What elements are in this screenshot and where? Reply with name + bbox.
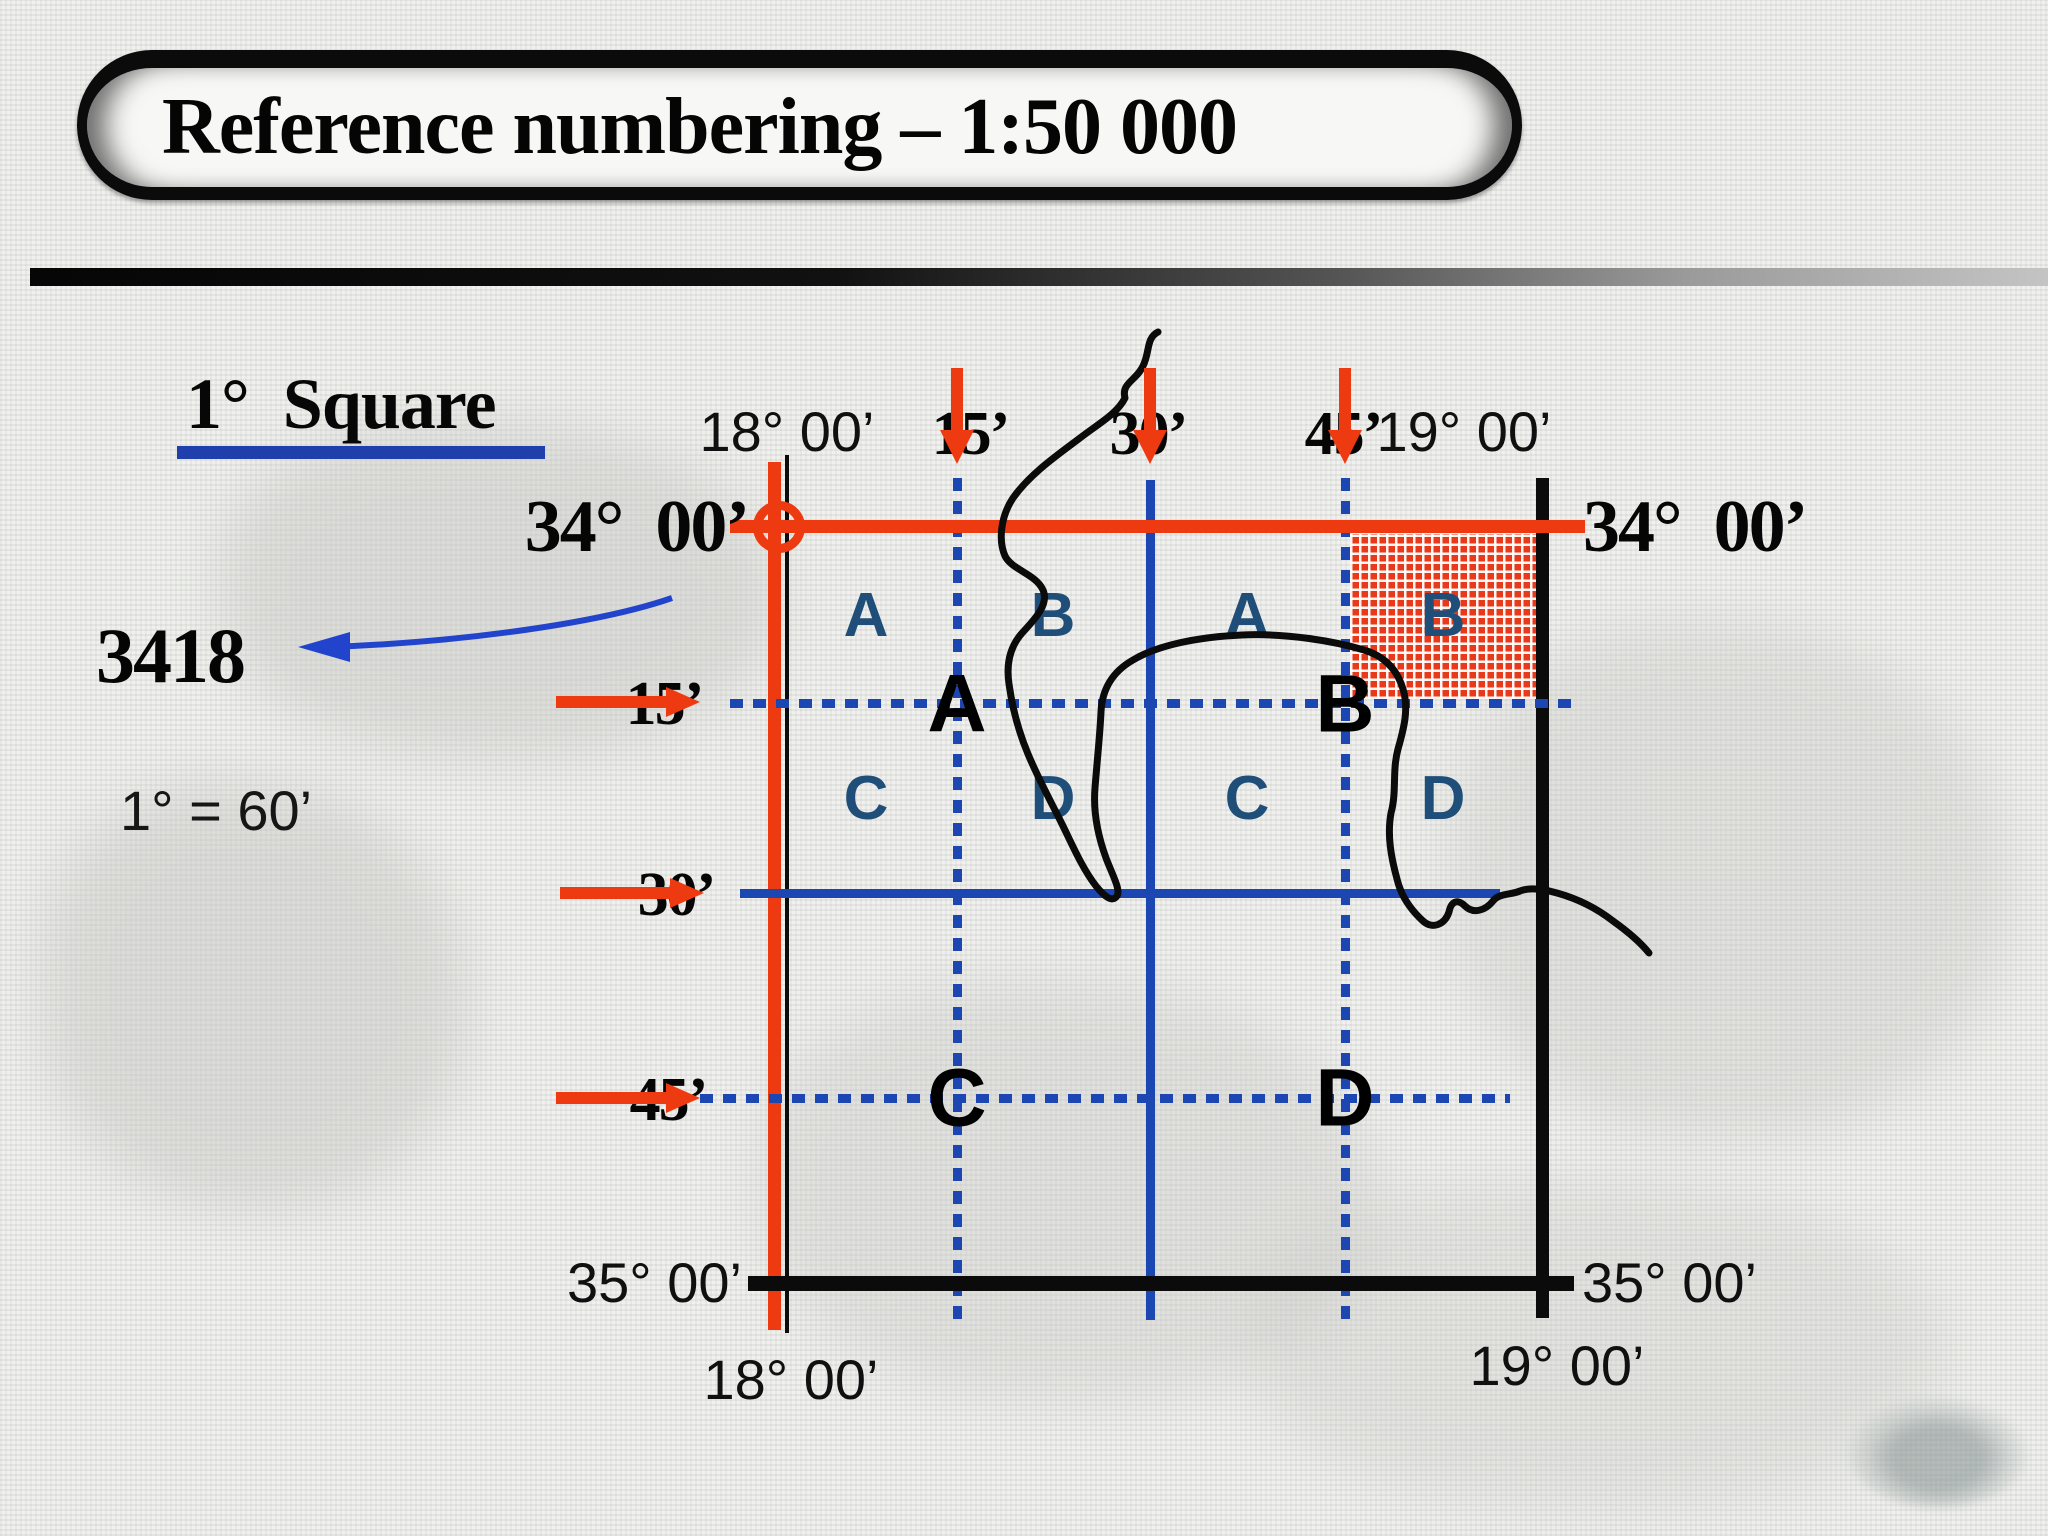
meridian-15min-dotted-line: [953, 478, 962, 1322]
down-arrow-45min-icon: [1328, 368, 1362, 464]
latitude-35-line: [748, 1276, 1574, 1291]
quadrant-letter-a: A: [927, 658, 987, 750]
slide-title: Reference numbering – 1:50 000: [162, 83, 1238, 171]
meridian-30min-line: [1146, 480, 1155, 1320]
axis-label-right-35-00: 35° 00’: [1582, 1251, 1757, 1314]
meridian-45min-dotted-line: [1341, 478, 1350, 1322]
quadrant-letter-d: D: [1315, 1052, 1375, 1144]
axis-label-top-19-00: 19° 00’: [1376, 400, 1552, 463]
down-arrow-15min-icon: [940, 368, 974, 464]
watermark-blob: [40, 780, 470, 1210]
watermark-blob: [760, 980, 1380, 1400]
pointer-arrow-to-sheet-number: [298, 595, 673, 662]
axis-label-bottom-18-00: 18° 00’: [703, 1348, 879, 1411]
coastline-outline: [997, 328, 1653, 957]
right-arrow-30min-icon: [560, 878, 704, 908]
watermark-blob: [1250, 1180, 1950, 1510]
subsquare-letter-tl-c: C: [843, 763, 889, 833]
quadrant-letter-c: C: [927, 1052, 987, 1144]
subsquare-letter-tr-d: D: [1420, 763, 1466, 833]
axis-label-bottom-19-00: 19° 00’: [1469, 1334, 1645, 1397]
highlight-hatched-cell: [1350, 534, 1536, 699]
square-heading-underline: [177, 446, 545, 459]
latitude-34-highlight-line: [730, 520, 1585, 533]
quadrant-letter-b: B: [1315, 658, 1375, 750]
axis-label-right-34-00: 34° 00’: [1583, 486, 1808, 568]
sheet-number-label: 3418: [96, 612, 246, 699]
axis-label-left-34-00: 34° 00’: [524, 486, 750, 568]
right-arrow-45min-icon: [556, 1083, 700, 1113]
latitude-45min-dotted-line: [700, 1094, 1510, 1103]
origin-crosshair-icon: [753, 501, 805, 553]
square-heading: 1° Square: [186, 364, 497, 444]
axis-label-top-18-00: 18° 00’: [699, 400, 875, 463]
down-arrow-30min-icon: [1133, 368, 1167, 464]
right-arrow-15min-icon: [556, 687, 700, 717]
meridian-19-line: [1536, 478, 1549, 1318]
globe-watermark-icon: [1848, 1398, 2028, 1508]
subsquare-letter-tr-b: B: [1420, 580, 1466, 650]
subsquare-letter-tl-a: A: [843, 580, 889, 650]
title-banner: Reference numbering – 1:50 000: [77, 50, 1522, 200]
degree-minute-note: 1° = 60’: [120, 779, 313, 842]
latitude-15min-dotted-line: [730, 699, 1578, 708]
subsquare-letter-tr-c: C: [1224, 763, 1270, 833]
axis-label-left-35-00: 35° 00’: [567, 1251, 742, 1314]
header-divider-bar: [30, 268, 2048, 286]
